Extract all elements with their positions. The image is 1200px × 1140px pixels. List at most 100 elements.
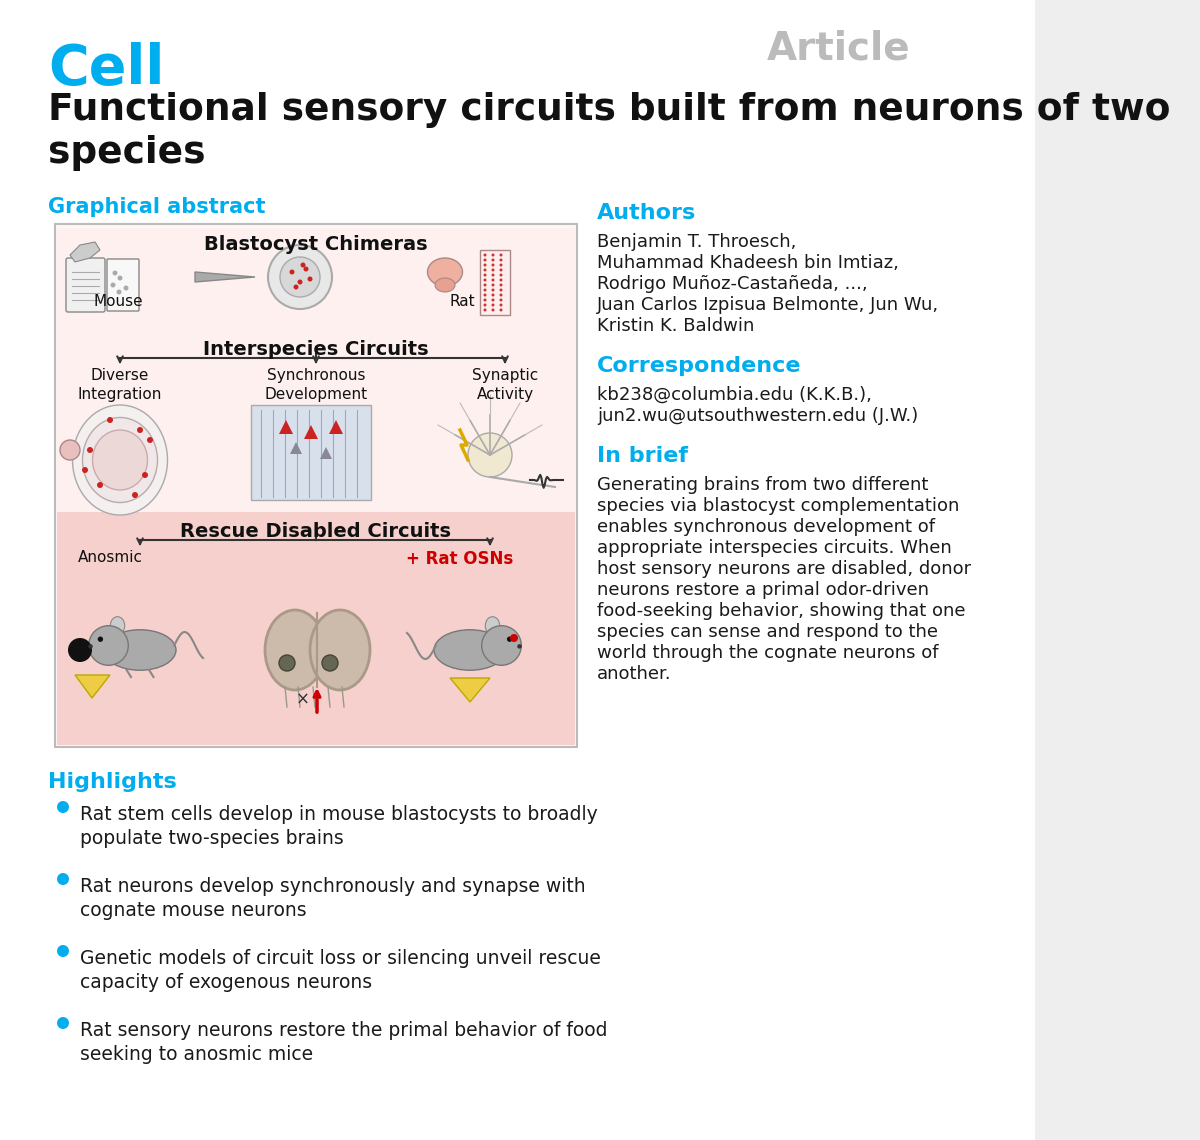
Text: Mouse: Mouse [94, 294, 143, 309]
Circle shape [82, 467, 88, 473]
Text: world through the cognate neurons of: world through the cognate neurons of [598, 644, 938, 662]
Circle shape [492, 284, 494, 286]
Text: Rat stem cells develop in mouse blastocysts to broadly
populate two-species brai: Rat stem cells develop in mouse blastocy… [80, 805, 598, 848]
Polygon shape [70, 242, 100, 262]
Circle shape [58, 945, 70, 956]
Circle shape [484, 253, 486, 256]
Circle shape [58, 873, 70, 885]
Circle shape [492, 274, 494, 277]
Circle shape [89, 626, 128, 666]
Circle shape [492, 309, 494, 311]
Circle shape [97, 482, 103, 488]
Bar [480, 250, 510, 315]
Circle shape [492, 253, 494, 256]
Text: Synaptic
Activity: Synaptic Activity [472, 368, 538, 401]
Circle shape [289, 269, 294, 275]
Circle shape [97, 636, 103, 642]
Polygon shape [290, 442, 302, 454]
Circle shape [492, 278, 494, 282]
Text: neurons restore a primal odor-driven: neurons restore a primal odor-driven [598, 581, 929, 598]
Circle shape [280, 256, 320, 298]
Circle shape [481, 626, 521, 666]
Text: Kristin K. Baldwin: Kristin K. Baldwin [598, 317, 755, 335]
Bar [58, 510, 575, 746]
Circle shape [307, 277, 312, 282]
Text: another.: another. [598, 665, 672, 683]
Circle shape [492, 269, 494, 271]
Text: Article: Article [767, 30, 910, 68]
Bar [251, 405, 371, 500]
Text: Highlights: Highlights [48, 772, 176, 792]
Ellipse shape [436, 278, 455, 292]
Circle shape [492, 259, 494, 261]
Circle shape [484, 293, 486, 296]
Text: Genetic models of circuit loss or silencing unveil rescue
capacity of exogenous : Genetic models of circuit loss or silenc… [80, 948, 601, 992]
Text: Cell: Cell [48, 42, 164, 96]
Circle shape [499, 278, 503, 282]
FancyBboxPatch shape [107, 259, 139, 311]
Circle shape [468, 433, 512, 477]
Circle shape [137, 428, 143, 433]
Ellipse shape [434, 629, 506, 670]
Circle shape [499, 274, 503, 277]
Circle shape [148, 437, 154, 443]
Circle shape [499, 269, 503, 271]
Text: species via blastocyst complementation: species via blastocyst complementation [598, 497, 959, 515]
Text: Muhammad Khadeesh bin Imtiaz,: Muhammad Khadeesh bin Imtiaz, [598, 254, 899, 272]
Ellipse shape [427, 258, 462, 286]
Circle shape [484, 309, 486, 311]
Text: kb238@columbia.edu (K.K.B.),: kb238@columbia.edu (K.K.B.), [598, 386, 872, 404]
Polygon shape [278, 420, 293, 434]
Text: Generating brains from two different: Generating brains from two different [598, 477, 929, 494]
Circle shape [492, 263, 494, 267]
Text: Interspecies Circuits: Interspecies Circuits [203, 340, 428, 359]
Text: appropriate interspecies circuits. When: appropriate interspecies circuits. When [598, 539, 952, 557]
Circle shape [304, 267, 308, 271]
Circle shape [58, 801, 70, 813]
Text: Rat sensory neurons restore the primal behavior of food
seeking to anosmic mice: Rat sensory neurons restore the primal b… [80, 1021, 607, 1065]
Ellipse shape [110, 617, 125, 635]
Circle shape [499, 309, 503, 311]
Bar [1034, 0, 1200, 1140]
Text: Functional sensory circuits built from neurons of two
species: Functional sensory circuits built from n… [48, 92, 1170, 171]
Circle shape [58, 1017, 70, 1029]
Ellipse shape [72, 405, 168, 515]
Circle shape [132, 492, 138, 498]
Polygon shape [74, 675, 110, 698]
Text: food-seeking behavior, showing that one: food-seeking behavior, showing that one [598, 602, 966, 620]
Circle shape [499, 303, 503, 307]
Text: ×: × [296, 691, 310, 709]
Polygon shape [194, 272, 256, 282]
Circle shape [68, 638, 92, 662]
Circle shape [499, 259, 503, 261]
Circle shape [278, 656, 295, 671]
Text: jun2.wu@utsouthwestern.edu (J.W.): jun2.wu@utsouthwestern.edu (J.W.) [598, 407, 918, 425]
Text: Juan Carlos Izpisua Belmonte, Jun Wu,: Juan Carlos Izpisua Belmonte, Jun Wu, [598, 296, 940, 314]
Circle shape [298, 279, 302, 285]
Circle shape [124, 285, 128, 291]
Circle shape [322, 656, 338, 671]
Circle shape [60, 440, 80, 461]
Text: Anosmic: Anosmic [78, 549, 143, 565]
Ellipse shape [92, 430, 148, 490]
Ellipse shape [310, 610, 370, 690]
Circle shape [484, 259, 486, 261]
Text: + Rat OSNs: + Rat OSNs [407, 549, 514, 568]
Text: Blastocyst Chimeras: Blastocyst Chimeras [204, 235, 428, 254]
Circle shape [294, 285, 299, 290]
Ellipse shape [83, 417, 157, 503]
Circle shape [268, 245, 332, 309]
Text: species can sense and respond to the: species can sense and respond to the [598, 622, 938, 641]
Circle shape [484, 288, 486, 292]
Text: Diverse
Integration: Diverse Integration [78, 368, 162, 401]
Circle shape [118, 276, 122, 280]
Text: host sensory neurons are disabled, donor: host sensory neurons are disabled, donor [598, 560, 971, 578]
Circle shape [484, 269, 486, 271]
Circle shape [484, 278, 486, 282]
Circle shape [484, 284, 486, 286]
Circle shape [492, 288, 494, 292]
Text: Authors: Authors [598, 203, 696, 223]
Circle shape [110, 283, 115, 287]
Circle shape [116, 290, 121, 294]
Polygon shape [320, 447, 332, 459]
